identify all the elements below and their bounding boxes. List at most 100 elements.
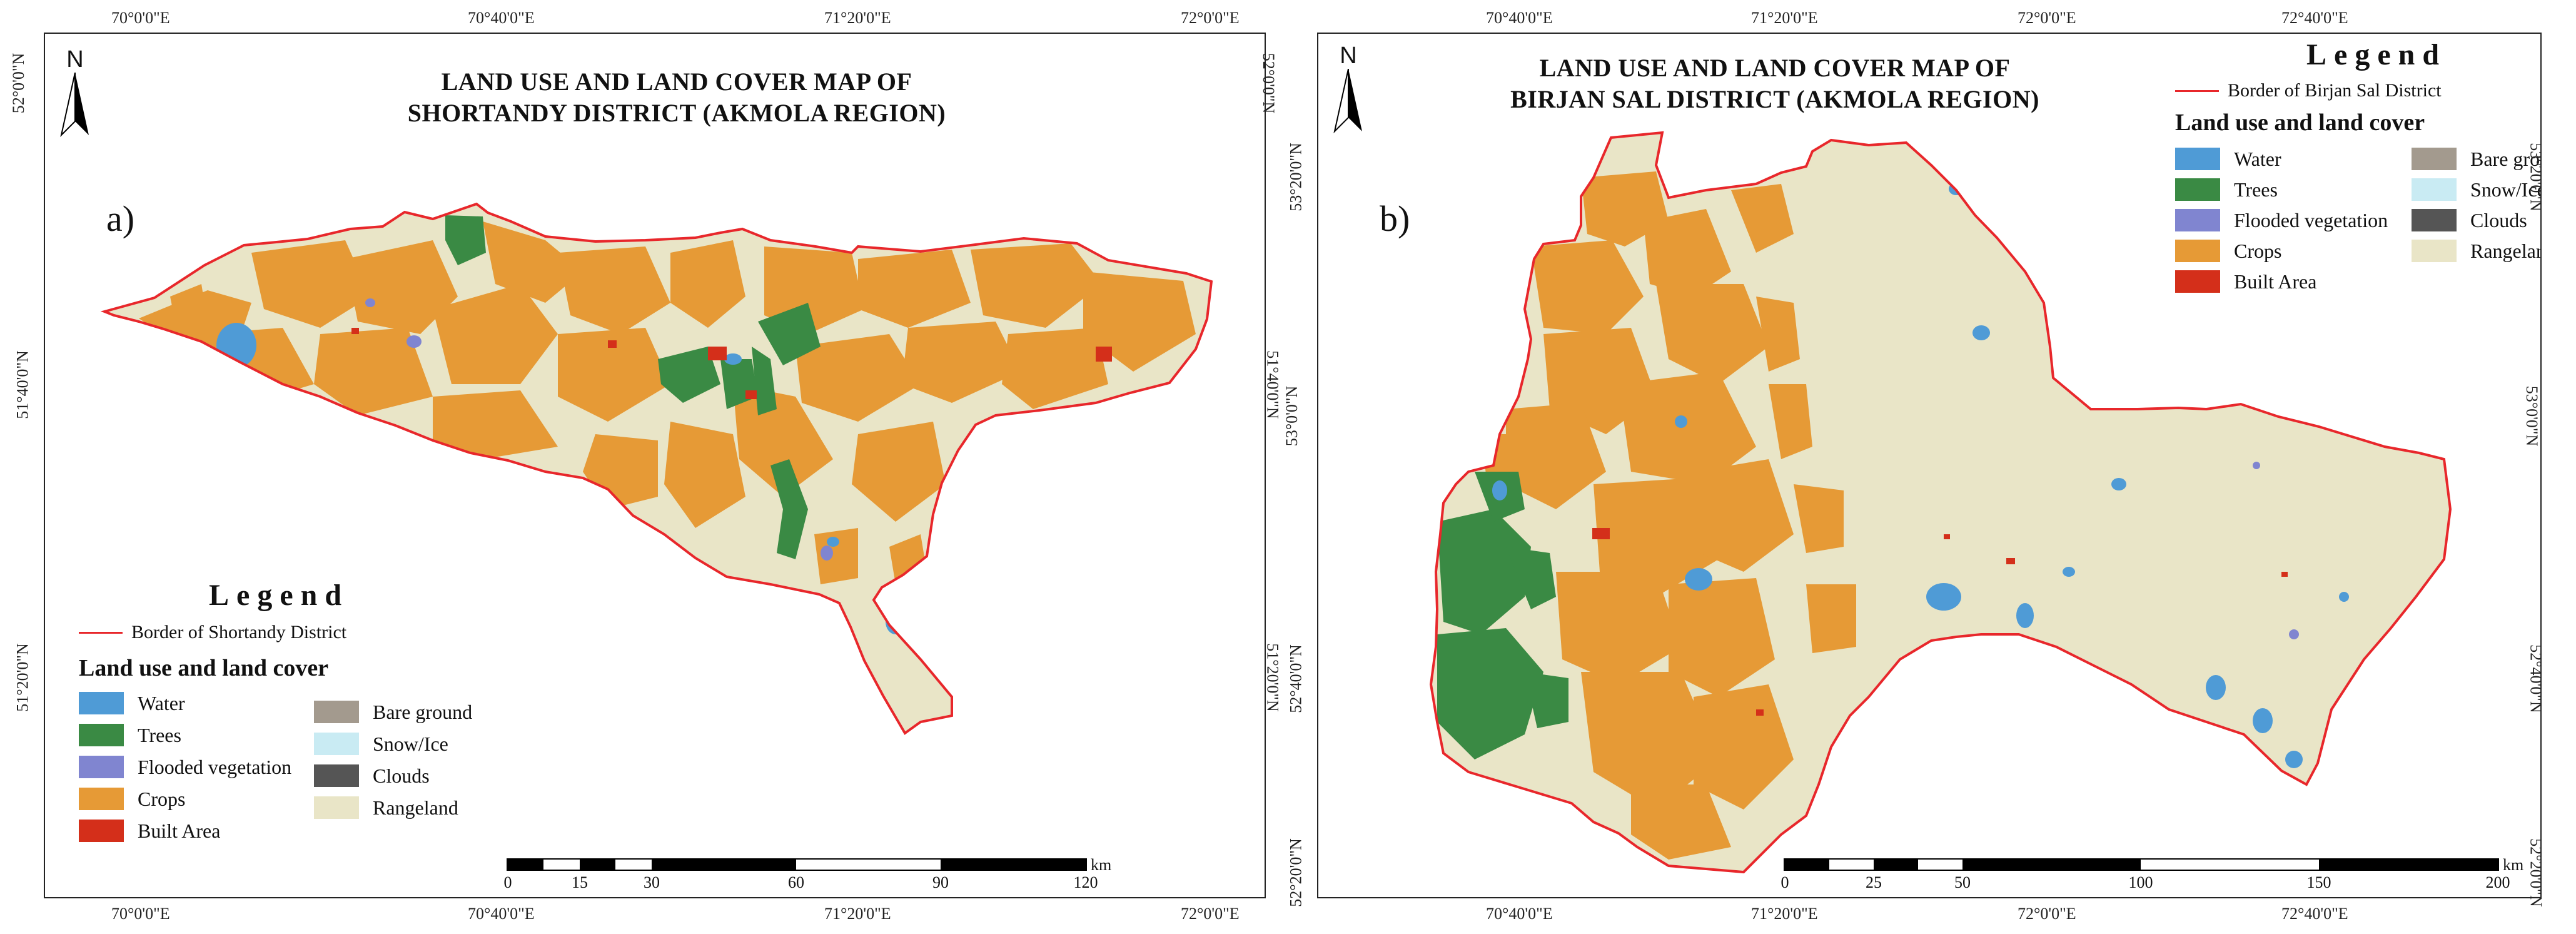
scale-tick-a: 30 (644, 873, 660, 891)
coord-left-b: 52°20'0"N (1286, 838, 1305, 907)
legend-heading-b: Legend (2306, 38, 2447, 71)
legend-border-b-label: Border of Birjan Sal District (2228, 80, 2442, 101)
district-map-shortandy (100, 202, 1213, 735)
coord-bottom-a: 72°0'0"E (1181, 905, 1240, 923)
legend-item: Rangeland (2412, 238, 2540, 263)
coord-left-b: 53°0'0"N (1283, 385, 1301, 447)
scale-tick-a: 0 (503, 873, 512, 891)
legend-item-label: Crops (2234, 239, 2282, 262)
scale-bar-b: 0 25 50 100 150 200 km (1780, 856, 2528, 897)
legend-swatch (79, 692, 124, 714)
scale-tick-b: 150 (2306, 873, 2331, 891)
legend-swatch (79, 788, 124, 810)
legend-swatch (314, 733, 359, 755)
legend-item: Built Area (79, 818, 220, 843)
coord-right-b: 53°0'0"N (2523, 385, 2542, 447)
scale-unit-b: km (2503, 856, 2524, 874)
legend-item-label: Snow/Ice (2470, 178, 2542, 201)
coord-right-a: 51°40'0"N (1263, 350, 1282, 419)
scale-tick-a: 90 (932, 873, 949, 891)
coord-top-b: 72°0'0"E (2018, 9, 2076, 27)
north-arrow-icon (60, 73, 89, 138)
legend-border-a: Border of Shortandy District (79, 622, 346, 643)
legend-swatch (2175, 148, 2220, 170)
legend-swatch (2412, 178, 2457, 201)
map-title-b: LAND USE AND LAND COVER MAP OF BIRJAN SA… (1500, 53, 2050, 115)
map-title-a-line2: SHORTANDY DISTRICT (AKMOLA REGION) (407, 99, 946, 127)
legend-subtitle-b: Land use and land cover (2175, 109, 2425, 136)
map-title-a: LAND USE AND LAND COVER MAP OF SHORTANDY… (395, 66, 958, 129)
map-panel-b: N LAND USE AND LAND COVER MAP OF BIRJAN … (1283, 0, 2576, 934)
legend-swatch (2175, 209, 2220, 231)
legend-item: Rangeland (314, 795, 458, 820)
scale-tick-a: 15 (572, 873, 588, 891)
legend-swatch (2175, 240, 2220, 262)
legend-swatch (79, 756, 124, 778)
panel-label-b: b) (1380, 198, 1410, 239)
legend-swatch (2412, 209, 2457, 231)
scale-tick-a: 120 (1073, 873, 1098, 891)
legend-item-label: Flooded vegetation (138, 755, 292, 778)
legend-item: Water (79, 691, 185, 716)
map-frame-a: N LAND USE AND LAND COVER MAP OF SHORTAN… (44, 33, 1266, 898)
coord-top-b: 70°40'0"E (1486, 9, 1553, 27)
coord-right-b: 53°20'0"N (2527, 143, 2545, 211)
scale-tick-a: 60 (788, 873, 804, 891)
scale-tick-b: 25 (1866, 873, 1882, 891)
scale-bar-a-graphic (507, 858, 1087, 871)
coord-bottom-b: 71°20'0"E (1751, 905, 1818, 923)
legend-item-label: Bare ground (373, 700, 473, 723)
scale-bar-a: 0 15 30 60 90 120 km (503, 856, 1112, 897)
legend-item-label: Rangeland (2470, 239, 2540, 262)
legend-item-label: Trees (138, 723, 181, 746)
legend-item: Crops (2175, 238, 2281, 263)
scale-tick-b: 50 (1954, 873, 1971, 891)
north-arrow-a: N (56, 46, 94, 140)
panel-label-a: a) (106, 198, 135, 239)
legend-swatch (314, 796, 359, 819)
coord-right-a: 51°20'0"N (1263, 643, 1282, 712)
scale-tick-b: 100 (2128, 873, 2153, 891)
legend-item: Bare ground (314, 699, 472, 724)
north-label: N (66, 46, 84, 73)
legend-heading-a: Legend (209, 579, 350, 612)
map-panel-a: N LAND USE AND LAND COVER MAP OF SHORTAN… (9, 9, 1282, 923)
scale-tick-b: 0 (1780, 873, 1789, 891)
legend-item-label: Clouds (2470, 208, 2527, 231)
legend-swatch (2412, 240, 2457, 262)
coord-top-a: 72°0'0"E (1181, 9, 1240, 27)
legend-swatch (2175, 270, 2220, 293)
legend-border-a-label: Border of Shortandy District (131, 622, 347, 642)
north-arrow-b: N (1330, 43, 1367, 136)
legend-item-label: Trees (2234, 178, 2278, 201)
legend-swatch (2412, 148, 2457, 170)
legend-item: Water (2175, 146, 2281, 171)
coord-left-a: 51°40'0"N (13, 350, 32, 419)
coord-left-a: 51°20'0"N (13, 643, 32, 712)
map-title-a-line1: LAND USE AND LAND COVER MAP OF (441, 68, 912, 96)
legend-item: Clouds (314, 763, 430, 788)
legend-item: Crops (79, 786, 185, 811)
coord-right-b: 52°40'0"N (2527, 644, 2545, 713)
legend-swatch (314, 701, 359, 723)
legend-item: Snow/Ice (314, 731, 448, 756)
coord-bottom-a: 70°40'0"E (468, 905, 535, 923)
coord-top-a: 71°20'0"E (824, 9, 891, 27)
coord-top-b: 71°20'0"E (1751, 9, 1818, 27)
coord-bottom-a: 70°0'0"E (111, 905, 170, 923)
scale-bar-b-graphic (1784, 858, 2499, 871)
legend-swatch (2175, 178, 2220, 201)
coord-left-a: 52°0'0"N (9, 53, 28, 114)
legend-item-label: Flooded vegetation (2234, 208, 2388, 231)
legend-item: Trees (2175, 177, 2278, 202)
legend-item-label: Crops (138, 787, 186, 810)
legend-item-label: Water (2234, 147, 2281, 170)
coord-left-b: 53°20'0"N (1286, 143, 1305, 211)
legend-item-label: Snow/Ice (373, 732, 448, 755)
legend-border-b: Border of Birjan Sal District (2175, 80, 2442, 101)
scale-tick-b: 200 (2485, 873, 2510, 891)
legend-item: Trees (79, 723, 181, 748)
coord-bottom-b: 70°40'0"E (1486, 905, 1553, 923)
legend-swatch (314, 764, 359, 787)
legend-subtitle-a: Land use and land cover (79, 655, 329, 681)
